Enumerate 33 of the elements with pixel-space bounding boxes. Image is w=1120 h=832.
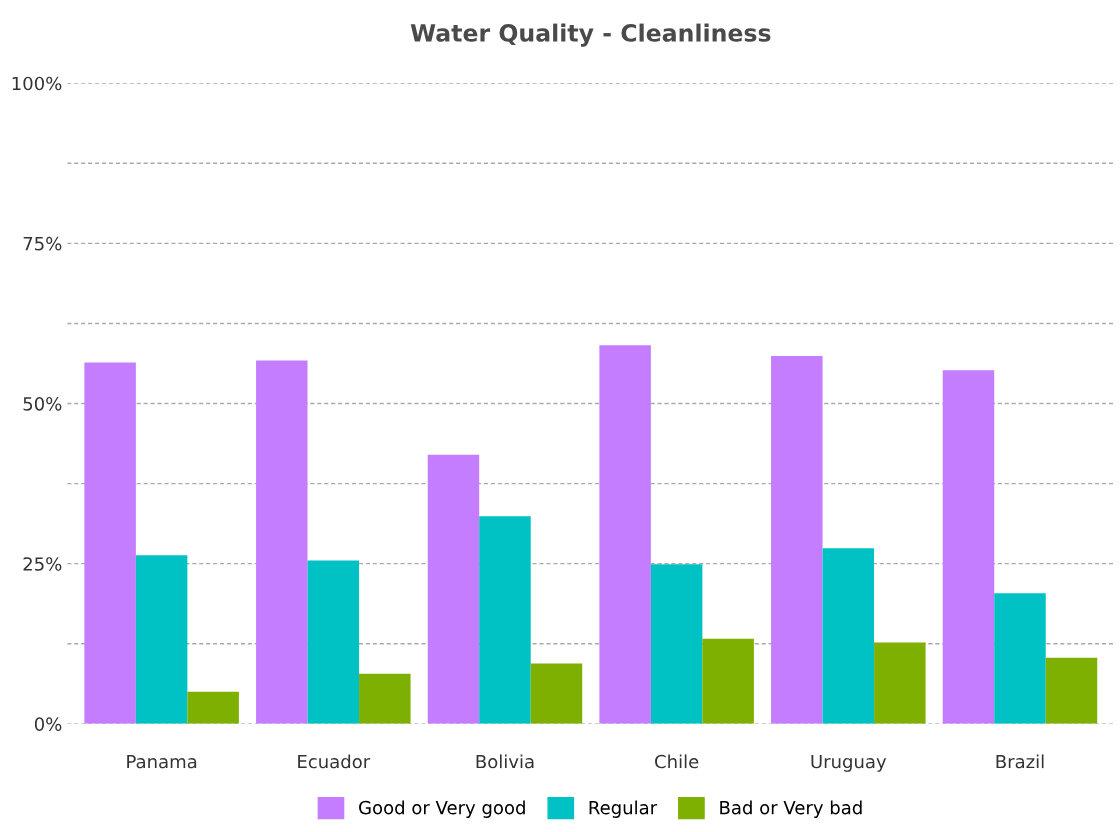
x-tick-label: Brazil [996,754,1044,769]
bar [84,362,136,724]
legend-label: Good or Very good [359,800,525,818]
y-tick-label: 25% [23,557,62,571]
bar [530,663,583,724]
bar [994,593,1046,724]
bar [256,360,308,724]
x-tick-label: Bolivia [476,754,534,769]
y-tick-label: 50% [23,396,62,411]
legend-label: Bad or Very bad [720,800,862,818]
bar [702,638,754,724]
bar [771,356,823,724]
y-tick-label: 0% [34,717,62,731]
bar [307,560,360,724]
bar [427,454,480,724]
chart-title: Water Quality - Cleanliness [410,23,771,47]
x-tick-label: Uruguay [811,754,887,772]
bar [187,691,239,724]
legend-label: Regular [589,800,658,818]
bar [650,564,703,724]
x-tick-label: Chile [655,754,699,769]
bar [135,555,188,724]
x-tick-label: Ecuador [298,754,371,769]
bar [942,370,995,724]
y-tick-label: 100% [12,76,62,91]
y-tick-label: 75% [23,236,62,251]
bar [1045,657,1098,724]
x-tick-label: Panama [127,754,197,769]
bar [822,548,875,724]
bar [874,642,926,724]
bar [599,345,651,724]
bar [359,673,411,724]
bar [479,516,531,724]
